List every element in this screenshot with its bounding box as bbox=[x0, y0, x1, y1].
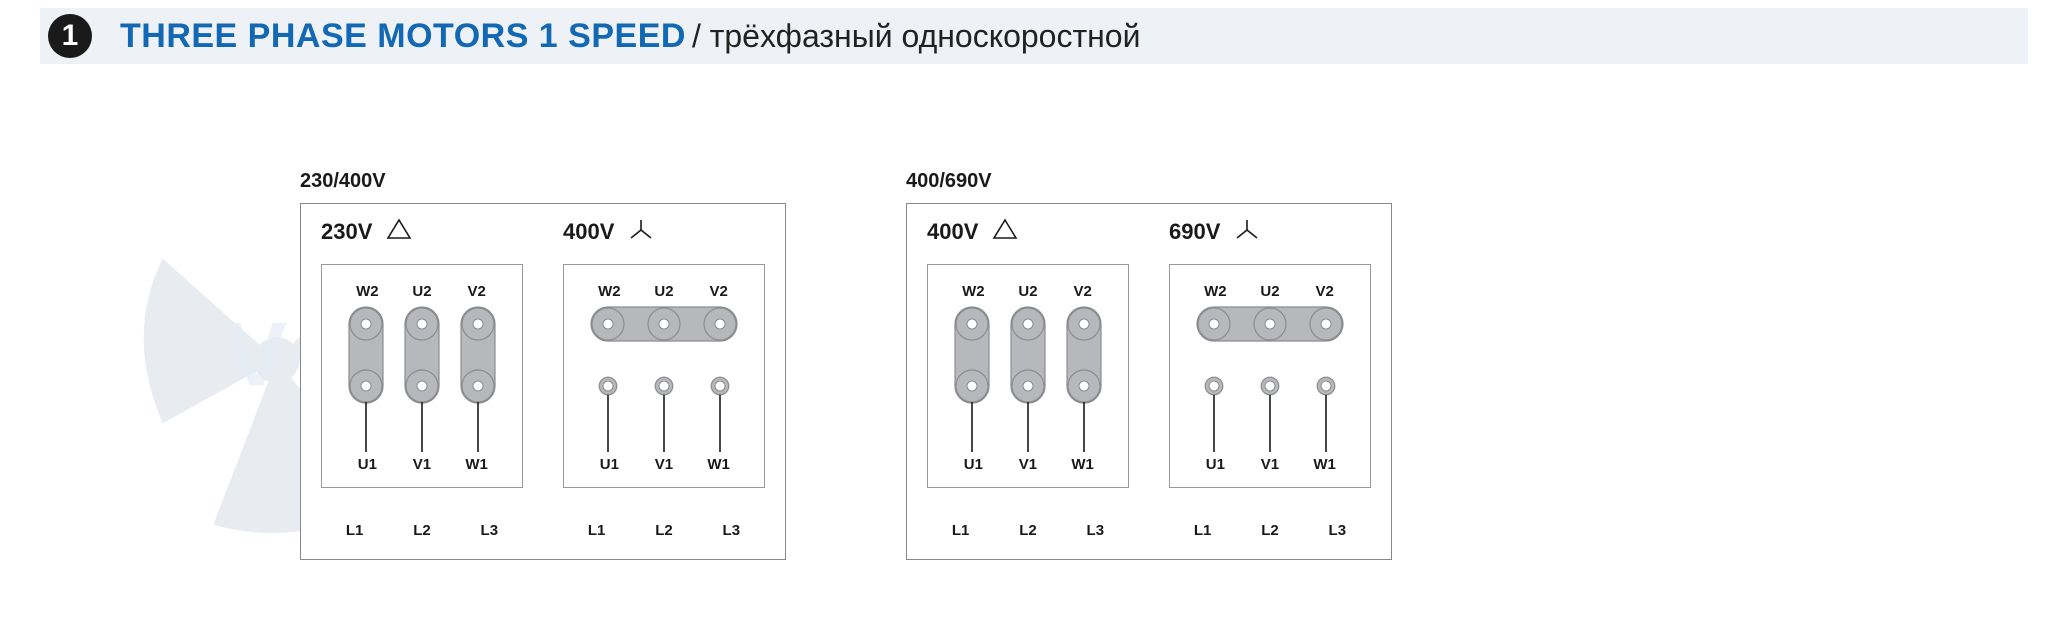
terminal-label: W1 bbox=[1300, 456, 1350, 473]
wiring-sub: 400V W2 U2 V2 U1 V1 W1 L1 L2 L3 bbox=[927, 218, 1129, 539]
terminal-label: W1 bbox=[694, 456, 744, 473]
sub-header: 230V bbox=[321, 218, 523, 246]
voltage-label: 400V bbox=[927, 219, 978, 245]
delta-symbol-icon bbox=[992, 218, 1018, 246]
terminal-label: V2 bbox=[1300, 283, 1350, 300]
line-label: L3 bbox=[1070, 522, 1120, 539]
line-labels: L1 L2 L3 bbox=[321, 522, 523, 539]
terminal-box: W2 U2 V2 U1 V1 W1 bbox=[1169, 264, 1371, 488]
section-number-badge: 1 bbox=[48, 14, 92, 58]
terminal-box: W2 U2 V2 U1 V1 W1 bbox=[927, 264, 1129, 488]
terminal-label: U1 bbox=[948, 456, 998, 473]
terminal-label: U2 bbox=[1003, 283, 1053, 300]
sub-header: 690V bbox=[1169, 218, 1371, 246]
line-label: L3 bbox=[706, 522, 756, 539]
wiring-sub: 230V W2 U2 V2 U1 V1 W1 L1 L2 L3 bbox=[321, 218, 523, 539]
wiring-sub: 690V W2 U2 V2 U1 V1 W1 L1 L2 L3 bbox=[1169, 218, 1371, 539]
terminal-label: U2 bbox=[639, 283, 689, 300]
star-symbol-icon bbox=[628, 218, 654, 246]
group-box: 230V W2 U2 V2 U1 V1 W1 L1 L2 L3 400V W2 U2 V2 U1… bbox=[300, 203, 786, 560]
terminal-label: V1 bbox=[1003, 456, 1053, 473]
line-label: L3 bbox=[1312, 522, 1362, 539]
terminal-label: U1 bbox=[342, 456, 392, 473]
section-title-en: THREE PHASE MOTORS 1 SPEED bbox=[120, 17, 686, 56]
section-number: 1 bbox=[62, 19, 79, 53]
line-labels: L1 L2 L3 bbox=[927, 522, 1129, 539]
terminal-label: V2 bbox=[1058, 283, 1108, 300]
top-terminal-labels: W2 U2 V2 bbox=[1188, 283, 1352, 300]
terminal-label: W1 bbox=[452, 456, 502, 473]
line-label: L2 bbox=[1003, 522, 1053, 539]
line-labels: L1 L2 L3 bbox=[563, 522, 765, 539]
wiring-groups: 230/400V 230V W2 U2 V2 U1 V1 W1 L1 L2 L3 400V … bbox=[300, 170, 1392, 560]
top-terminal-labels: W2 U2 V2 bbox=[946, 283, 1110, 300]
section-header: 1 THREE PHASE MOTORS 1 SPEED / трёхфазны… bbox=[40, 8, 2028, 64]
group-voltage-label: 230/400V bbox=[300, 170, 786, 193]
section-title-ru: / трёхфазный односкоростной bbox=[692, 18, 1141, 55]
terminal-label: V2 bbox=[694, 283, 744, 300]
terminal-label: W2 bbox=[584, 283, 634, 300]
terminal-label: V1 bbox=[639, 456, 689, 473]
bottom-terminal-labels: U1 V1 W1 bbox=[946, 456, 1110, 473]
line-label: L2 bbox=[1245, 522, 1295, 539]
bottom-terminal-labels: U1 V1 W1 bbox=[340, 456, 504, 473]
voltage-label: 230V bbox=[321, 219, 372, 245]
line-label: L1 bbox=[330, 522, 380, 539]
terminal-box: W2 U2 V2 U1 V1 W1 bbox=[321, 264, 523, 488]
voltage-label: 690V bbox=[1169, 219, 1220, 245]
star-symbol-icon bbox=[1234, 218, 1260, 246]
terminal-label: W2 bbox=[948, 283, 998, 300]
group-voltage-label: 400/690V bbox=[906, 170, 1392, 193]
line-label: L1 bbox=[572, 522, 622, 539]
voltage-label: 400V bbox=[563, 219, 614, 245]
sub-header: 400V bbox=[563, 218, 765, 246]
terminal-label: V1 bbox=[1245, 456, 1295, 473]
group-box: 400V W2 U2 V2 U1 V1 W1 L1 L2 L3 690V W2 U2 V2 U1… bbox=[906, 203, 1392, 560]
line-label: L2 bbox=[397, 522, 447, 539]
terminal-label: U1 bbox=[1190, 456, 1240, 473]
terminal-label: W1 bbox=[1058, 456, 1108, 473]
line-label: L1 bbox=[936, 522, 986, 539]
sub-header: 400V bbox=[927, 218, 1129, 246]
bottom-terminal-labels: U1 V1 W1 bbox=[582, 456, 746, 473]
delta-symbol-icon bbox=[386, 218, 412, 246]
bottom-terminal-labels: U1 V1 W1 bbox=[1188, 456, 1352, 473]
top-terminal-labels: W2 U2 V2 bbox=[582, 283, 746, 300]
line-label: L2 bbox=[639, 522, 689, 539]
terminal-label: V1 bbox=[397, 456, 447, 473]
top-terminal-labels: W2 U2 V2 bbox=[340, 283, 504, 300]
terminal-label: U1 bbox=[584, 456, 634, 473]
wiring-sub: 400V W2 U2 V2 U1 V1 W1 L1 L2 L3 bbox=[563, 218, 765, 539]
svg-text:V: V bbox=[226, 303, 287, 405]
terminal-label: V2 bbox=[452, 283, 502, 300]
wiring-group: 400/690V 400V W2 U2 V2 U1 V1 W1 L1 L2 L3 690V … bbox=[906, 170, 1392, 560]
terminal-label: U2 bbox=[397, 283, 447, 300]
terminal-label: W2 bbox=[342, 283, 392, 300]
terminal-box: W2 U2 V2 U1 V1 W1 bbox=[563, 264, 765, 488]
terminal-label: U2 bbox=[1245, 283, 1295, 300]
line-label: L3 bbox=[464, 522, 514, 539]
terminal-label: W2 bbox=[1190, 283, 1240, 300]
wiring-group: 230/400V 230V W2 U2 V2 U1 V1 W1 L1 L2 L3 400V … bbox=[300, 170, 786, 560]
line-label: L1 bbox=[1178, 522, 1228, 539]
line-labels: L1 L2 L3 bbox=[1169, 522, 1371, 539]
